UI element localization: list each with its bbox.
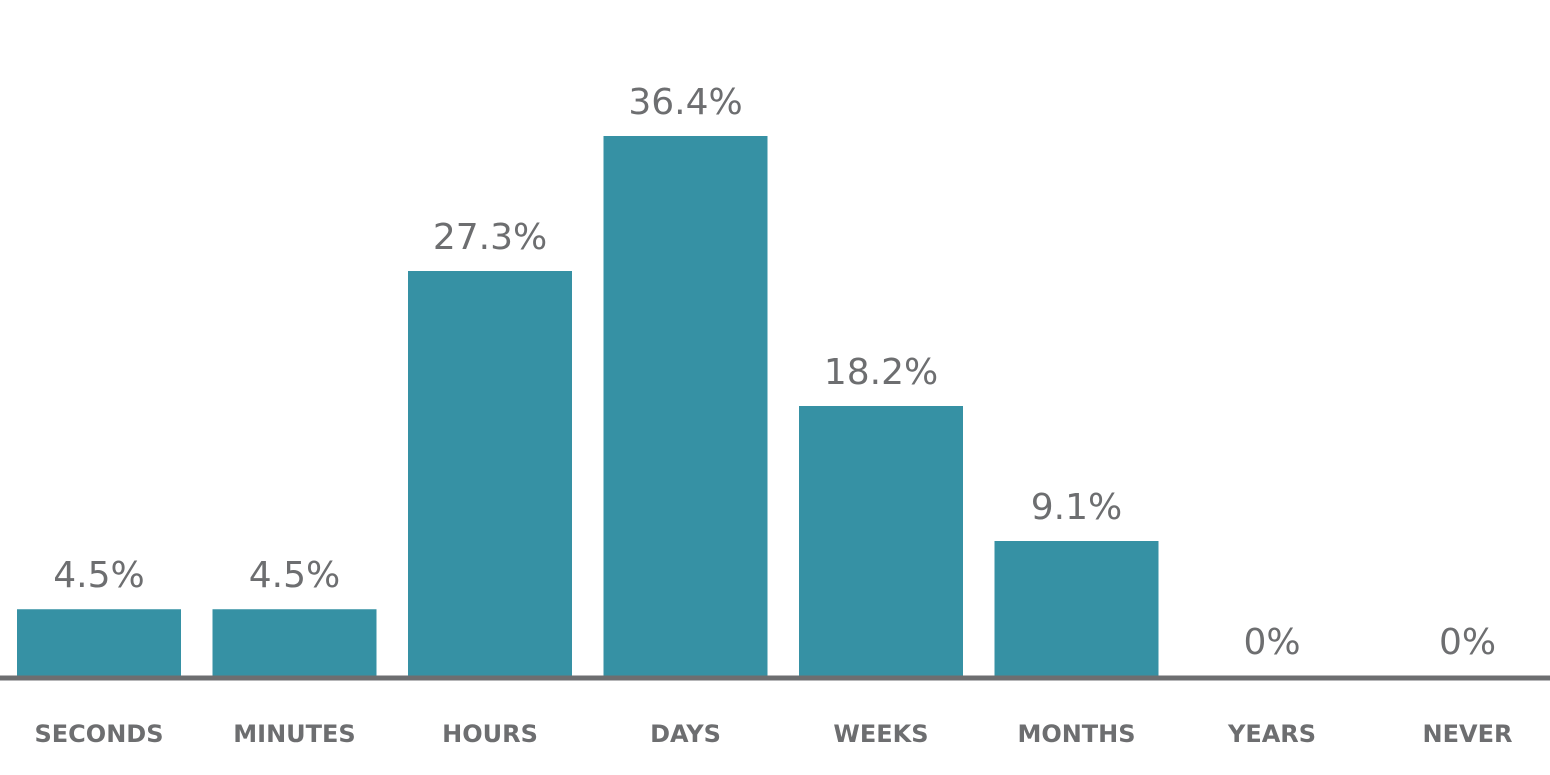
category-label-hours: HOURS bbox=[442, 720, 538, 748]
bar-seconds bbox=[17, 609, 181, 676]
bar-minutes bbox=[212, 609, 377, 676]
category-label-years: YEARS bbox=[1227, 720, 1316, 748]
bar-hours bbox=[408, 271, 572, 676]
category-label-never: NEVER bbox=[1423, 720, 1513, 748]
category-label-months: MONTHS bbox=[1017, 720, 1135, 748]
bar-days bbox=[603, 136, 768, 676]
value-labels-group: 4.5% 4.5% 27.3% 36.4% 18.2% 9.1% 0% 0% bbox=[53, 82, 1496, 663]
category-label-minutes: MINUTES bbox=[233, 720, 355, 748]
category-label-weeks: WEEKS bbox=[833, 720, 928, 748]
value-label-seconds: 4.5% bbox=[53, 555, 144, 596]
value-label-months: 9.1% bbox=[1031, 487, 1122, 528]
category-label-seconds: SECONDS bbox=[35, 720, 164, 748]
value-label-never: 0% bbox=[1439, 622, 1496, 663]
value-label-days: 36.4% bbox=[628, 82, 742, 123]
value-label-minutes: 4.5% bbox=[249, 555, 340, 596]
bar-months bbox=[994, 541, 1159, 676]
category-labels-group: SECONDS MINUTES HOURS DAYS WEEKS MONTHS YEARS N… bbox=[35, 720, 1513, 748]
value-label-weeks: 18.2% bbox=[824, 352, 938, 393]
value-label-hours: 27.3% bbox=[433, 217, 547, 258]
category-label-days: DAYS bbox=[650, 720, 721, 748]
bars-group bbox=[17, 136, 1159, 676]
bar-weeks bbox=[799, 406, 963, 676]
value-label-years: 0% bbox=[1243, 622, 1300, 663]
